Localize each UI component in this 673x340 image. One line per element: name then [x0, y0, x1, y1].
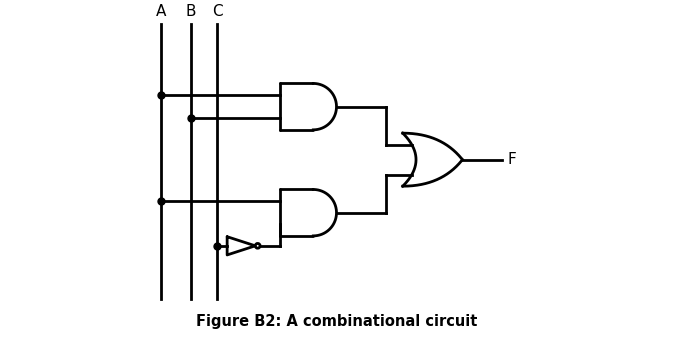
Text: B: B: [186, 4, 196, 19]
Text: A: A: [155, 4, 166, 19]
Text: C: C: [212, 4, 223, 19]
Circle shape: [255, 243, 260, 248]
Text: F: F: [507, 152, 516, 167]
Text: Figure B2: A combinational circuit: Figure B2: A combinational circuit: [196, 314, 477, 329]
